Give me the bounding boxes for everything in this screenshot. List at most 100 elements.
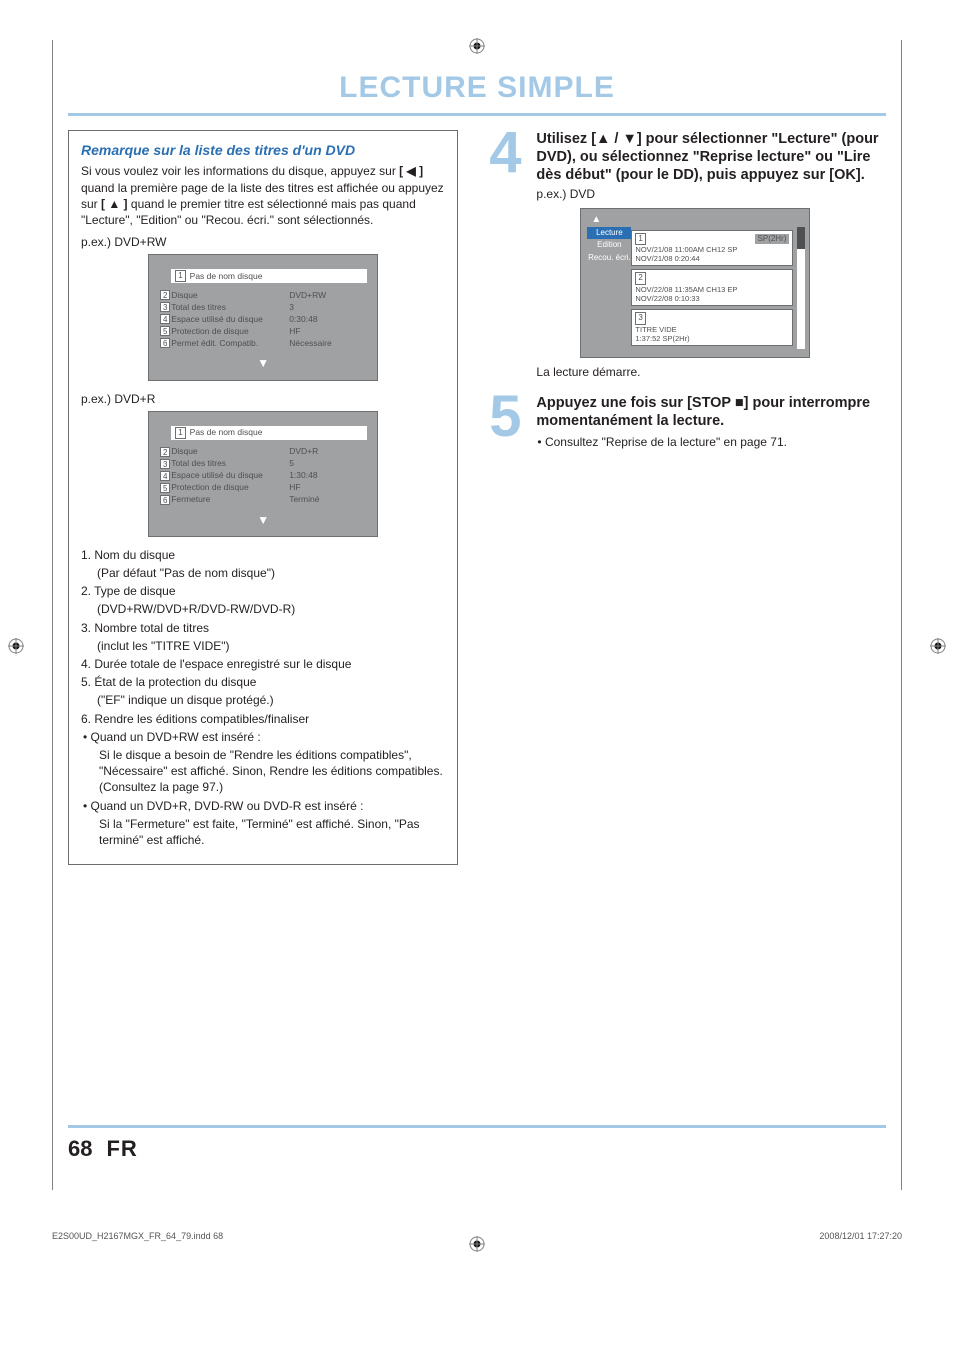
row-num: 4 [160,471,170,481]
row-label: Disque [171,446,289,457]
row-num: 4 [160,314,170,324]
title-entry-3: 3 TITRE VIDE 1:37:52 SP(2Hr) [631,309,793,346]
remark-text-1: Si vous voulez voir les informations du … [81,164,399,178]
row-value: Nécessaire [289,338,367,349]
row-num: 5 [160,326,170,336]
row-label: Protection de disque [171,326,289,337]
expl-5: 5. État de la protection du disque [81,674,445,690]
entry-2-line1: NOV/22/08 11:35AM CH13 EP [635,285,789,294]
expl-6-b1-sub: Si le disque a besoin de "Rendre les édi… [81,747,445,796]
title-underline [68,113,886,116]
disc-info-panel-r: 1 Pas de nom disque 2DisqueDVD+R3Total d… [148,411,378,537]
expl-2-sub: (DVD+RW/DVD+R/DVD-RW/DVD-R) [81,601,445,617]
panel-row: 6Permet édit. Compatib.Nécessaire [159,337,367,349]
panel-row: 3Total des titres5 [159,458,367,470]
panel-row: 2DisqueDVD+R [159,446,367,458]
row-value: 3 [289,302,367,313]
row-label: Total des titres [171,458,289,469]
entry-1-index: 1 [635,233,645,246]
row-value: 0:30:48 [289,314,367,325]
panel-arrow-down-icon: ▼ [159,512,367,528]
panel-titlebar: 1 Pas de nom disque [171,426,367,440]
panel-row: 6FermetureTerminé [159,494,367,506]
step-5: 5 Appuyez une fois sur [STOP ■] pour int… [480,394,886,450]
page-number: 68 [68,1134,92,1164]
expl-6-b1: Quand un DVD+RW est inséré : [81,729,445,745]
tab-edition: Edition [587,239,631,252]
row-num: 6 [160,495,170,505]
row-label: Espace utilisé du disque [171,470,289,481]
row-num: 5 [160,483,170,493]
expl-6: 6. Rendre les éditions compatibles/final… [81,711,445,727]
row-value: DVD+RW [289,290,367,301]
entry-1-line2: NOV/21/08 0:20:44 [635,254,789,263]
dvd-title-list-mock: ▲ Lecture Edition Recou. écri. 1 [580,208,810,358]
left-arrow-button-ref: [ ◀ ] [399,164,423,178]
scrollbar [797,227,805,349]
title-entry-2: 2 NOV/22/08 11:35AM CH13 EP NOV/22/08 0:… [631,269,793,306]
expl-6-b2: Quand un DVD+R, DVD-RW ou DVD-R est insé… [81,798,445,814]
crop-mark-bottom [469,1236,485,1252]
remark-body: Si vous voulez voir les informations du … [81,163,445,228]
panel-row: 5Protection de disqueHF [159,325,367,337]
explanations: 1. Nom du disque (Par défaut "Pas de nom… [81,547,445,848]
remark-box: Remarque sur la liste des titres d'un DV… [68,130,458,866]
row-value: DVD+R [289,446,367,457]
panel-titlebar-text: Pas de nom disque [190,271,263,282]
entry-2-index: 2 [635,272,645,285]
panel-row: 4Espace utilisé du disque1:30:48 [159,470,367,482]
row-value: 1:30:48 [289,470,367,481]
tab-recou: Recou. écri. [587,252,631,265]
row-label: Protection de disque [171,482,289,493]
step-4-example-label: p.ex.) DVD [536,186,886,202]
row-label: Permet édit. Compatib. [171,338,289,349]
footer-rule [68,1125,886,1128]
panel-row: 3Total des titres3 [159,301,367,313]
panel-row: 4Espace utilisé du disque0:30:48 [159,313,367,325]
step-5-text: Appuyez une fois sur [STOP ■] pour inter… [536,394,886,430]
row-label: Fermeture [171,494,289,505]
rule-left [52,40,53,1190]
expl-6-b2-sub: Si la "Fermeture" est faite, "Terminé" e… [81,816,445,848]
expl-3-sub: (inclut les "TITRE VIDE") [81,638,445,654]
expl-3: 3. Nombre total de titres [81,620,445,636]
step-5-number: 5 [480,394,530,450]
row-value: HF [289,482,367,493]
page-footer: 68 FR [68,1125,886,1164]
panel-row: 5Protection de disqueHF [159,482,367,494]
crop-mark-left [8,638,24,654]
title-entry-1: 1 SP(2Hr) NOV/21/08 11:00AM CH12 SP NOV/… [631,230,793,267]
entry-1-mode: SP(2Hr) [755,234,790,245]
row-value: Terminé [289,494,367,505]
entry-3-line2: 1:37:52 SP(2Hr) [635,334,789,343]
scrollbar-thumb [797,227,805,249]
panel-titlebar-num: 1 [175,270,185,282]
remark-text-3: quand le premier titre est sélectionné m… [81,197,416,227]
panel-row: 2DisqueDVD+RW [159,289,367,301]
side-tabs: Lecture Edition Recou. écri. [587,227,631,349]
row-num: 3 [160,459,170,469]
tab-lecture: Lecture [587,227,631,240]
step-4: 4 Utilisez [▲ / ▼] pour sélectionner "Le… [480,130,886,381]
expl-2: 2. Type de disque [81,583,445,599]
step-4-tail: La lecture démarre. [536,364,886,380]
row-num: 2 [160,290,170,300]
expl-1: 1. Nom du disque [81,547,445,563]
section-title: LECTURE SIMPLE [68,68,886,109]
expl-1-sub: (Par défaut "Pas de nom disque") [81,565,445,581]
row-value: 5 [289,458,367,469]
right-column: 4 Utilisez [▲ / ▼] pour sélectionner "Le… [480,130,886,866]
entry-3-line1: TITRE VIDE [635,325,789,334]
step-4-number: 4 [480,130,530,381]
rule-right [901,40,902,1190]
expl-5-sub: ("EF" indique un disque protégé.) [81,692,445,708]
row-value: HF [289,326,367,337]
row-label: Disque [171,290,289,301]
row-label: Total des titres [171,302,289,313]
remark-heading: Remarque sur la liste des titres d'un DV… [81,141,445,160]
step-5-bullet: Consultez "Reprise de la lecture" en pag… [536,434,886,450]
panel-titlebar-num: 1 [175,427,185,439]
expl-4: 4. Durée totale de l'espace enregistré s… [81,656,445,672]
entry-1-line1: NOV/21/08 11:00AM CH12 SP [635,245,789,254]
panel-arrow-down-icon: ▼ [159,355,367,371]
